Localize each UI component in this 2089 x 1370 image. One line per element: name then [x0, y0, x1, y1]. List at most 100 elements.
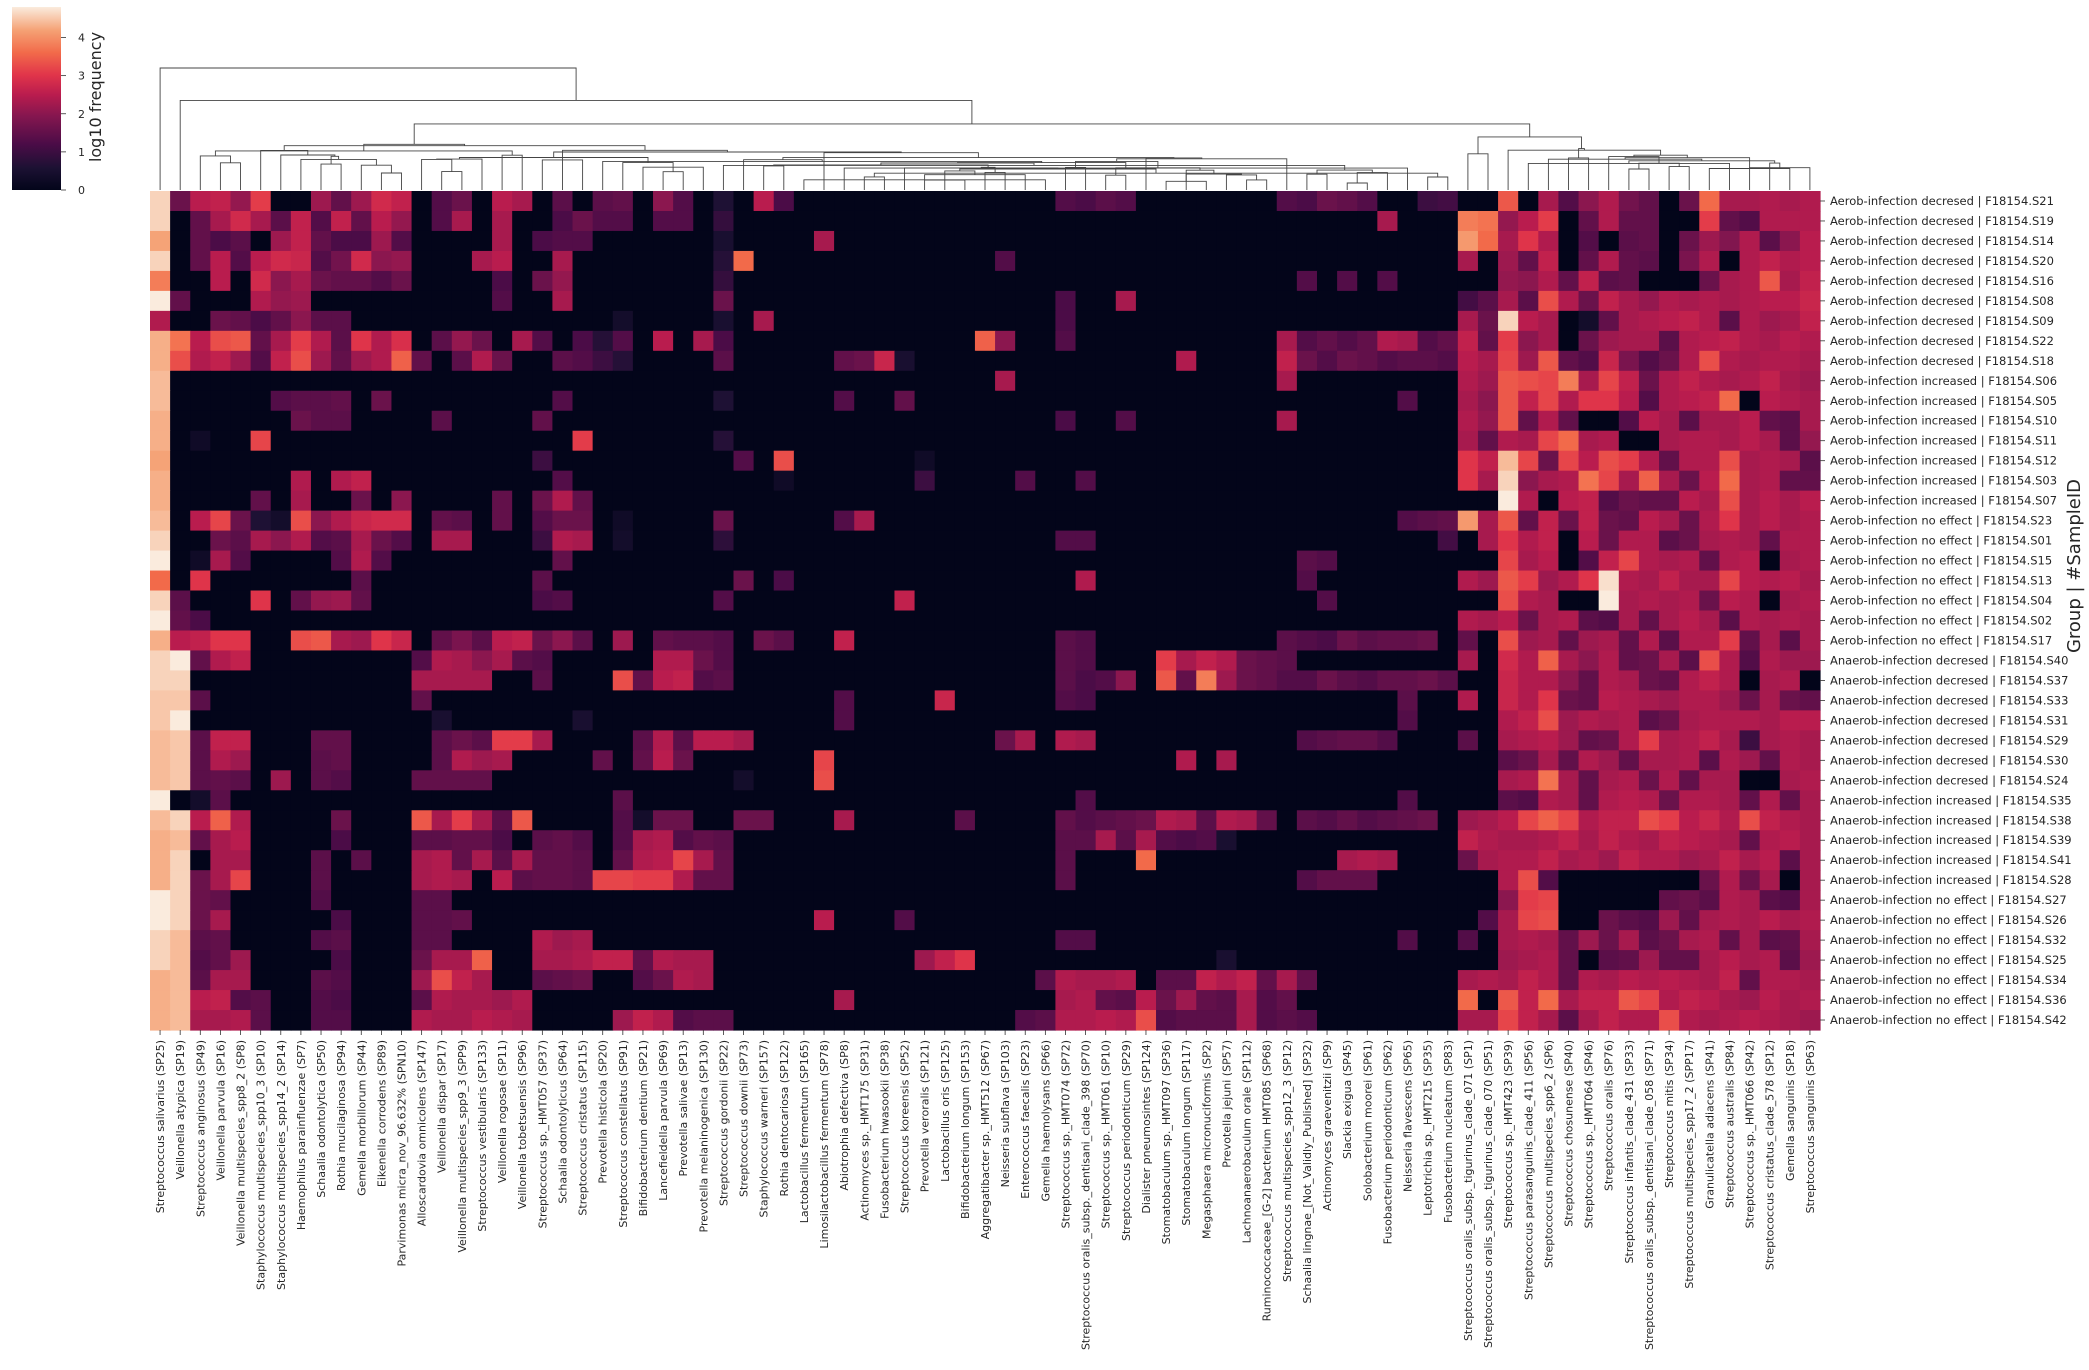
heatmap-cell: [592, 750, 614, 771]
heatmap-cell: [1337, 710, 1358, 731]
heatmap-cell: [170, 250, 191, 272]
heatmap-cell: [1457, 970, 1479, 991]
heatmap-cell: [1156, 630, 1177, 652]
heatmap-cell: [552, 310, 574, 332]
heatmap-cell: [1799, 450, 1821, 472]
heatmap-cell: [914, 970, 936, 991]
heatmap-cell: [612, 950, 634, 971]
heatmap-cell: [1095, 570, 1117, 592]
heatmap-cell: [1377, 810, 1399, 831]
heatmap-cell: [230, 270, 252, 292]
heatmap-cell: [150, 350, 171, 372]
heatmap-cell: [1578, 310, 1600, 332]
heatmap-cell: [1598, 470, 1620, 492]
heatmap-cell: [995, 930, 1016, 951]
heatmap-cell: [552, 970, 574, 991]
heatmap-cell: [1578, 870, 1600, 891]
heatmap-cell: [854, 610, 875, 632]
heatmap-cell: [1316, 430, 1338, 452]
heatmap-cell: [1659, 450, 1680, 472]
heatmap-cell: [1699, 570, 1720, 592]
heatmap-cell: [592, 630, 614, 652]
heatmap-cell: [733, 710, 755, 731]
heatmap-cell: [1558, 410, 1580, 432]
heatmap-cell: [1538, 470, 1560, 492]
heatmap-cell: [1377, 550, 1399, 572]
heatmap-cell: [431, 830, 453, 851]
heatmap-cell: [411, 390, 433, 412]
heatmap-cell: [471, 790, 493, 811]
heatmap-cell: [854, 250, 875, 272]
heatmap-cell: [1719, 610, 1741, 632]
heatmap-cell: [230, 510, 252, 532]
heatmap-cell: [653, 490, 674, 512]
heatmap-cell: [230, 870, 252, 891]
heatmap-cell: [230, 790, 252, 811]
heatmap-cell: [1196, 530, 1217, 552]
heatmap-cell: [552, 850, 574, 871]
heatmap-cell: [793, 850, 815, 871]
heatmap-cell: [854, 430, 875, 452]
heatmap-cell: [693, 450, 714, 472]
y-tick-label: Aerob-infection no effect | F18154.S15: [1830, 554, 2052, 568]
heatmap-cell: [1035, 330, 1057, 352]
heatmap-cell: [310, 191, 332, 212]
heatmap-cell: [1739, 550, 1761, 572]
heatmap-cell: [230, 950, 252, 971]
heatmap-cell: [411, 830, 433, 851]
heatmap-cell: [512, 330, 533, 352]
heatmap-cell: [854, 630, 875, 652]
heatmap-cell: [471, 850, 493, 871]
heatmap-cell: [310, 570, 332, 592]
heatmap-cell: [1618, 350, 1640, 372]
heatmap-cell: [1115, 890, 1137, 911]
heatmap-cell: [813, 630, 835, 652]
heatmap-cell: [351, 230, 372, 252]
heatmap-cell: [1156, 890, 1177, 911]
heatmap-cell: [371, 650, 393, 672]
heatmap-cell: [451, 490, 473, 512]
heatmap-cell: [793, 270, 815, 292]
heatmap-cell: [411, 670, 433, 692]
heatmap-cell: [310, 650, 332, 672]
heatmap-cell: [1598, 790, 1620, 811]
heatmap-cell: [1357, 910, 1378, 931]
x-tick-label: Lactobacillus fermentum (SP165): [798, 1040, 811, 1223]
heatmap-cell: [150, 850, 171, 871]
heatmap-cell: [693, 930, 714, 951]
heatmap-cell: [371, 690, 393, 711]
heatmap-cell: [512, 610, 533, 632]
heatmap-cell: [1196, 950, 1217, 971]
heatmap-cell: [693, 490, 714, 512]
heatmap-cell: [552, 930, 574, 951]
heatmap-cell: [1377, 450, 1399, 472]
heatmap-cell: [532, 650, 554, 672]
heatmap-cell: [1015, 950, 1036, 971]
heatmap-cell: [1578, 390, 1600, 412]
heatmap-cell: [854, 210, 875, 232]
heatmap-cell: [1417, 650, 1439, 672]
heatmap-cell: [995, 370, 1016, 392]
heatmap-cell: [934, 330, 956, 352]
heatmap-cell: [673, 850, 694, 871]
heatmap-cell: [572, 430, 594, 452]
heatmap-cell: [1498, 430, 1519, 452]
heatmap-cell: [1397, 710, 1419, 731]
heatmap-cell: [1598, 510, 1620, 532]
heatmap-cell: [1759, 410, 1781, 432]
heatmap-cell: [1196, 810, 1217, 831]
heatmap-cell: [1075, 490, 1097, 512]
heatmap-cell: [190, 950, 211, 971]
heatmap-cell: [1498, 890, 1519, 911]
heatmap-cell: [733, 430, 755, 452]
heatmap-cell: [894, 750, 916, 771]
heatmap-cell: [492, 810, 513, 831]
heatmap-cell: [371, 710, 393, 731]
heatmap-cell: [451, 530, 473, 552]
x-tick-label: Lancefieldella parvula (SP69): [657, 1040, 670, 1201]
heatmap-cell: [1498, 410, 1519, 432]
heatmap-cell: [471, 890, 493, 911]
x-tick-label: Aggregatibacter sp._HMT512 (SP67): [979, 1040, 992, 1239]
heatmap-cell: [753, 690, 775, 711]
heatmap-cell: [512, 910, 533, 931]
